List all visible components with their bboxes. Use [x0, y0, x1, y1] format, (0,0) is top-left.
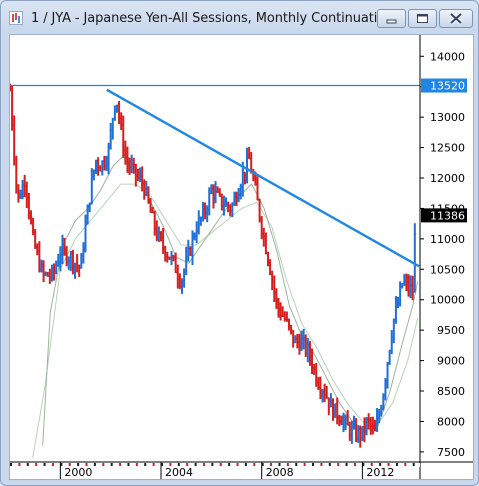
time-strip-mark — [211, 463, 214, 466]
time-strip-mark — [186, 463, 189, 466]
last-price-label: 11386 — [430, 209, 465, 222]
maximize-button[interactable] — [408, 9, 437, 28]
maximize-icon — [417, 14, 428, 23]
time-strip-mark — [362, 463, 365, 466]
time-strip-mark — [253, 463, 256, 466]
time-strip-mark — [320, 463, 323, 466]
price-tick-label: 10000 — [430, 294, 465, 307]
price-tick-label: 9500 — [437, 324, 465, 337]
time-strip-mark — [328, 463, 331, 466]
price-tick-label: 7500 — [437, 446, 465, 459]
time-strip-mark — [135, 463, 138, 466]
time-strip-mark — [60, 463, 63, 466]
horizontal-level-label: 13520 — [430, 80, 465, 93]
time-strip-mark — [395, 463, 398, 466]
price-tick-label: 13000 — [430, 111, 465, 124]
time-strip-mark — [119, 463, 122, 466]
time-strip-mark — [345, 463, 348, 466]
price-tick-label: 12000 — [430, 172, 465, 185]
time-tick-label: 2000 — [64, 466, 92, 479]
trendline[interactable] — [106, 88, 420, 268]
time-strip-mark — [219, 463, 222, 466]
time-axis-strip — [10, 463, 420, 467]
time-strip-mark — [412, 463, 415, 466]
time-tick-label: 2012 — [366, 466, 394, 479]
time-strip-mark — [387, 463, 390, 466]
time-strip-mark — [278, 463, 281, 466]
time-strip-mark — [127, 463, 130, 466]
time-strip-mark — [337, 463, 340, 466]
price-tick-label: 10500 — [430, 263, 465, 276]
price-tick-label: 14000 — [430, 50, 465, 63]
price-bars — [10, 83, 417, 448]
time-strip-mark — [236, 463, 239, 466]
horizontal-level-label-box — [421, 78, 467, 93]
minimize-icon — [386, 19, 397, 24]
time-strip-mark — [144, 463, 147, 466]
time-strip-mark — [35, 463, 38, 466]
window-title: 1 / JYA - Japanese Yen-All Sessions, Mon… — [31, 11, 394, 26]
time-strip-mark — [404, 463, 407, 466]
time-strip-mark — [194, 463, 197, 466]
minimize-button[interactable] — [377, 9, 406, 28]
time-strip-mark — [261, 463, 264, 466]
chart-app-icon — [9, 11, 23, 25]
time-strip-mark — [18, 463, 21, 466]
chart-frame: 1400013500130001250012000115001100010500… — [9, 34, 474, 480]
price-labels: 13520 11386 — [421, 78, 467, 223]
time-strip-mark — [10, 463, 12, 466]
time-axis-ticks: 2000 2004 2008 2012 — [10, 462, 415, 479]
time-strip-mark — [286, 463, 289, 466]
time-strip-mark — [152, 463, 155, 466]
time-strip-mark — [110, 463, 113, 466]
title-bar[interactable]: 1 / JYA - Japanese Yen-All Sessions, Mon… — [1, 1, 478, 35]
time-strip-mark — [312, 463, 315, 466]
price-tick-label: 8000 — [437, 415, 465, 428]
time-tick-label: 2004 — [165, 466, 193, 479]
price-tick-label: 8500 — [437, 385, 465, 398]
time-tick-label: 2008 — [266, 466, 294, 479]
drawn-lines[interactable] — [10, 84, 420, 268]
price-chart[interactable]: 1400013500130001250012000115001100010500… — [10, 35, 473, 479]
time-strip-mark — [370, 463, 373, 466]
close-button[interactable] — [439, 9, 473, 28]
ma-slow-line — [32, 183, 419, 459]
time-strip-mark — [270, 463, 273, 466]
time-strip-mark — [102, 463, 105, 466]
time-strip-mark — [43, 463, 46, 466]
price-tick-label: 11000 — [430, 233, 465, 246]
time-strip-mark — [93, 463, 96, 466]
time-strip-mark — [228, 463, 231, 466]
time-strip-mark — [379, 463, 382, 466]
time-strip-mark — [85, 463, 88, 466]
price-tick-label: 12500 — [430, 142, 465, 155]
price-tick-label: 9000 — [437, 355, 465, 368]
time-strip-mark — [51, 463, 54, 466]
time-strip-mark — [177, 463, 180, 466]
time-strip-mark — [303, 463, 306, 466]
time-strip-mark — [26, 463, 29, 466]
time-strip-mark — [77, 463, 80, 466]
time-strip-mark — [202, 463, 205, 466]
last-price-label-box — [421, 208, 467, 223]
time-strip-mark — [161, 463, 164, 466]
time-strip-mark — [68, 463, 71, 466]
time-strip-mark — [244, 463, 247, 466]
time-strip-mark — [295, 463, 298, 466]
time-strip-mark — [353, 463, 356, 466]
time-strip-mark — [169, 463, 172, 466]
close-icon — [449, 12, 463, 25]
